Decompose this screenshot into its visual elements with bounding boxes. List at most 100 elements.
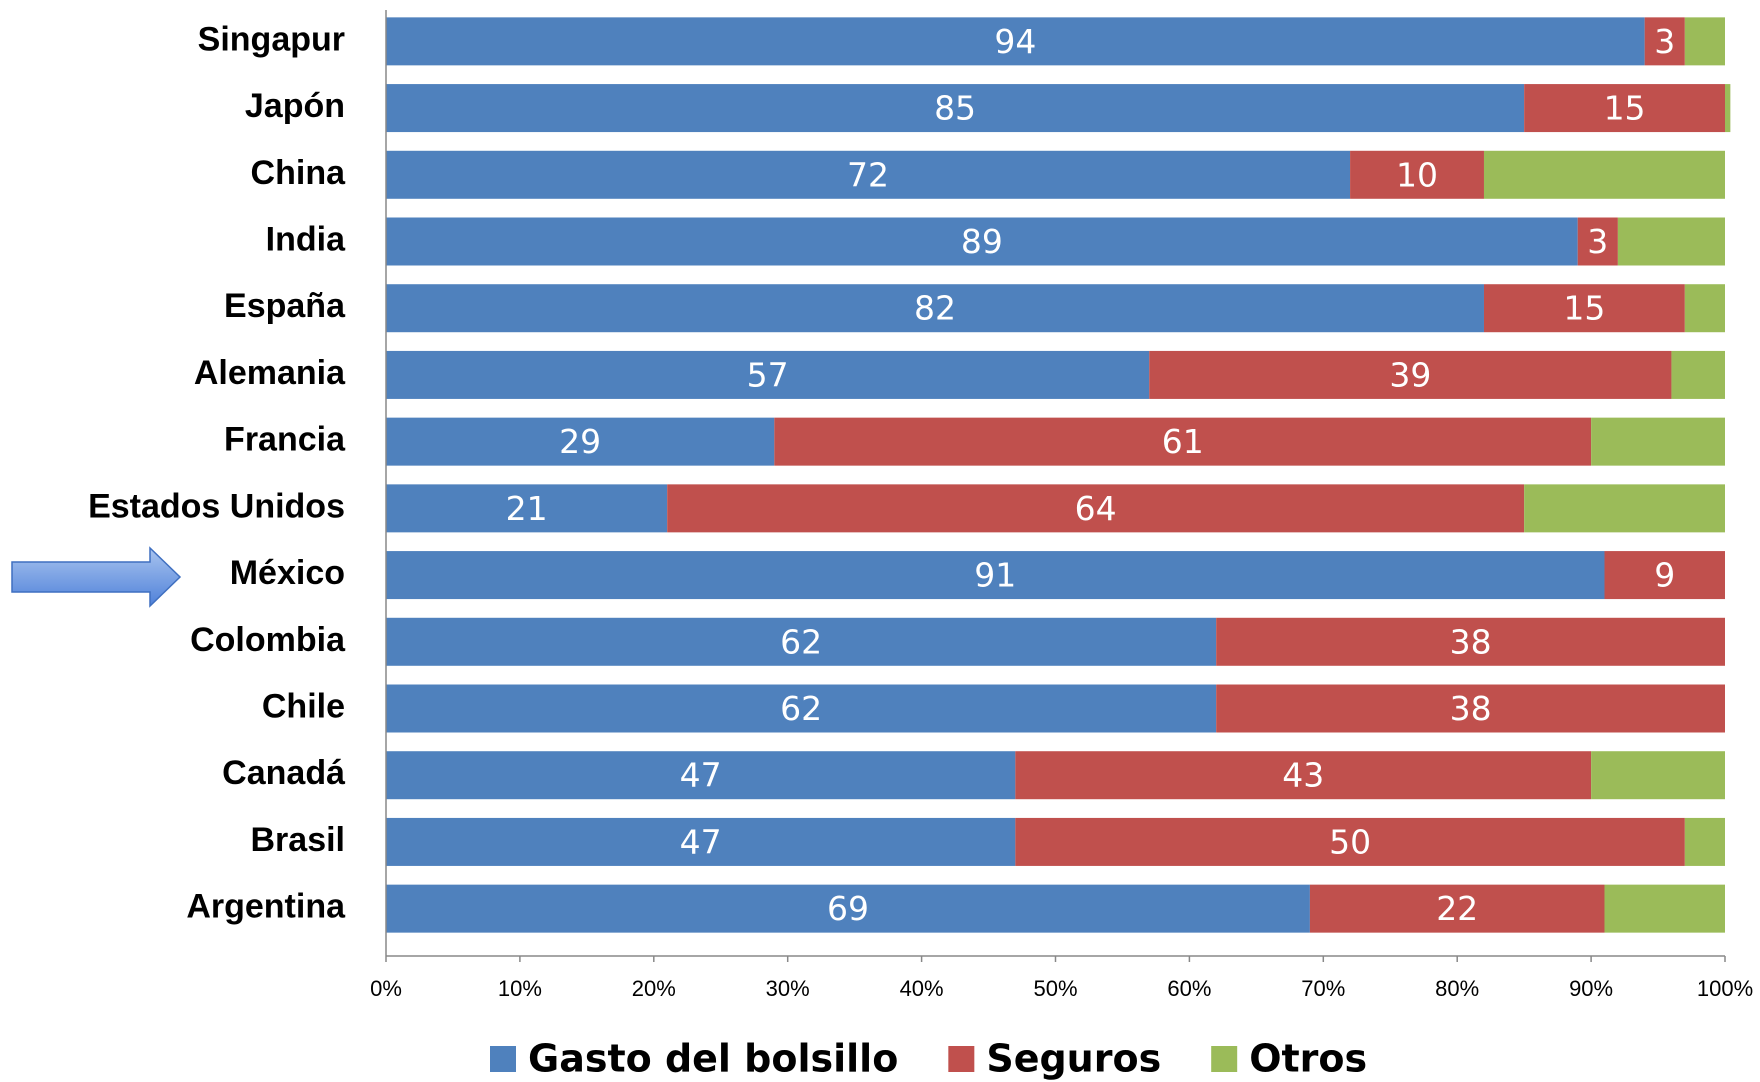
- data-label: 62: [780, 622, 822, 661]
- legend-label: Seguros: [986, 1037, 1161, 1081]
- bar-segment: [1671, 350, 1725, 399]
- bar-segment: [1309, 884, 1605, 933]
- data-label: 47: [680, 756, 722, 795]
- bar-segment: [1591, 751, 1725, 800]
- data-label: 47: [680, 822, 722, 861]
- data-label: 62: [780, 689, 822, 728]
- x-tick-label: 100%: [1697, 976, 1753, 1001]
- bar-segment: [1684, 284, 1725, 333]
- data-label: 15: [1604, 89, 1646, 128]
- x-tick-label: 60%: [1167, 976, 1211, 1001]
- bar-segment: [667, 484, 1525, 533]
- bar-segment: [386, 150, 1351, 199]
- bar-segment: [386, 884, 1310, 933]
- bar-segment: [1350, 150, 1484, 199]
- data-label: 50: [1329, 822, 1371, 861]
- bar-segment: [774, 417, 1592, 466]
- bar-segment: [386, 484, 668, 533]
- category-label: Canadá: [222, 754, 345, 792]
- category-label: Argentina: [186, 888, 346, 926]
- bar-segment: [386, 417, 775, 466]
- category-label: Colombia: [190, 621, 346, 659]
- data-label: 29: [559, 422, 601, 461]
- bar-segment: [386, 350, 1150, 399]
- bar-segment: [1216, 617, 1725, 666]
- x-tick-label: 80%: [1435, 976, 1479, 1001]
- bar-segment: [386, 551, 1605, 600]
- category-label: España: [224, 287, 346, 325]
- bar-segment: [386, 684, 1217, 733]
- bar-segment: [1483, 284, 1685, 333]
- category-label: Japón: [245, 87, 345, 125]
- bar-segment: [386, 17, 1645, 66]
- data-label: 82: [914, 289, 956, 328]
- bar-segment: [386, 817, 1016, 866]
- data-label: 94: [994, 22, 1036, 61]
- category-label: China: [251, 154, 347, 192]
- data-label: 38: [1450, 622, 1492, 661]
- bar-segment: [386, 284, 1484, 333]
- bar-segment: [1015, 751, 1592, 800]
- data-label: 21: [506, 489, 548, 528]
- bar-segment: [386, 217, 1578, 266]
- bar-segment: [1015, 817, 1685, 866]
- legend-label: Gasto del bolsillo: [528, 1037, 898, 1081]
- bar-segment: [1149, 350, 1672, 399]
- bar-segment: [1604, 884, 1725, 933]
- category-label: India: [266, 220, 346, 258]
- legend-label: Otros: [1249, 1037, 1367, 1081]
- data-label: 43: [1282, 756, 1324, 795]
- bar-segment: [1524, 84, 1725, 133]
- bar-segment: [1577, 217, 1618, 266]
- data-label: 39: [1389, 355, 1431, 394]
- bar-segment: [386, 617, 1217, 666]
- bar-segment: [1684, 817, 1725, 866]
- x-tick-label: 50%: [1033, 976, 1077, 1001]
- x-tick-label: 0%: [370, 976, 402, 1001]
- data-label: 22: [1436, 889, 1478, 928]
- bar-segment: [386, 84, 1525, 133]
- data-label: 10: [1396, 155, 1438, 194]
- category-label: Francia: [224, 421, 346, 459]
- x-tick-label: 40%: [900, 976, 944, 1001]
- bar-segment: [1725, 84, 1731, 133]
- data-label: 61: [1162, 422, 1204, 461]
- data-label: 3: [1587, 222, 1608, 261]
- legend-swatch: [1211, 1046, 1238, 1072]
- highlight-arrow: [11, 546, 182, 608]
- bar-segment: [1591, 417, 1725, 466]
- bar-segment: [386, 751, 1016, 800]
- category-label: Singapur: [198, 20, 345, 58]
- bar-segment: [1617, 217, 1725, 266]
- category-label: Chile: [262, 687, 345, 725]
- data-label: 72: [847, 155, 889, 194]
- data-label: 15: [1563, 289, 1605, 328]
- data-label: 3: [1654, 22, 1675, 61]
- data-label: 91: [974, 556, 1016, 595]
- data-label: 57: [747, 355, 789, 394]
- x-tick-label: 70%: [1301, 976, 1345, 1001]
- bar-segment: [1483, 150, 1725, 199]
- data-label: 64: [1075, 489, 1117, 528]
- bar-segment: [1644, 17, 1685, 66]
- data-label: 89: [961, 222, 1003, 261]
- bar-segment: [1604, 551, 1725, 600]
- category-label: Alemania: [194, 354, 346, 392]
- data-label: 85: [934, 89, 976, 128]
- x-tick-label: 90%: [1569, 976, 1613, 1001]
- category-label: Estados Unidos: [88, 487, 345, 525]
- x-tick-label: 20%: [632, 976, 676, 1001]
- bar-segment: [1524, 484, 1725, 533]
- data-label: 38: [1450, 689, 1492, 728]
- bar-segment: [1684, 17, 1725, 66]
- category-label: Brasil: [251, 821, 346, 859]
- x-tick-label: 30%: [766, 976, 810, 1001]
- data-label: 69: [827, 889, 869, 928]
- bar-segment: [1216, 684, 1725, 733]
- legend-swatch: [490, 1046, 516, 1072]
- legend-swatch: [948, 1046, 975, 1072]
- category-label: México: [230, 554, 345, 592]
- data-label: 9: [1654, 556, 1675, 595]
- x-tick-label: 10%: [498, 976, 542, 1001]
